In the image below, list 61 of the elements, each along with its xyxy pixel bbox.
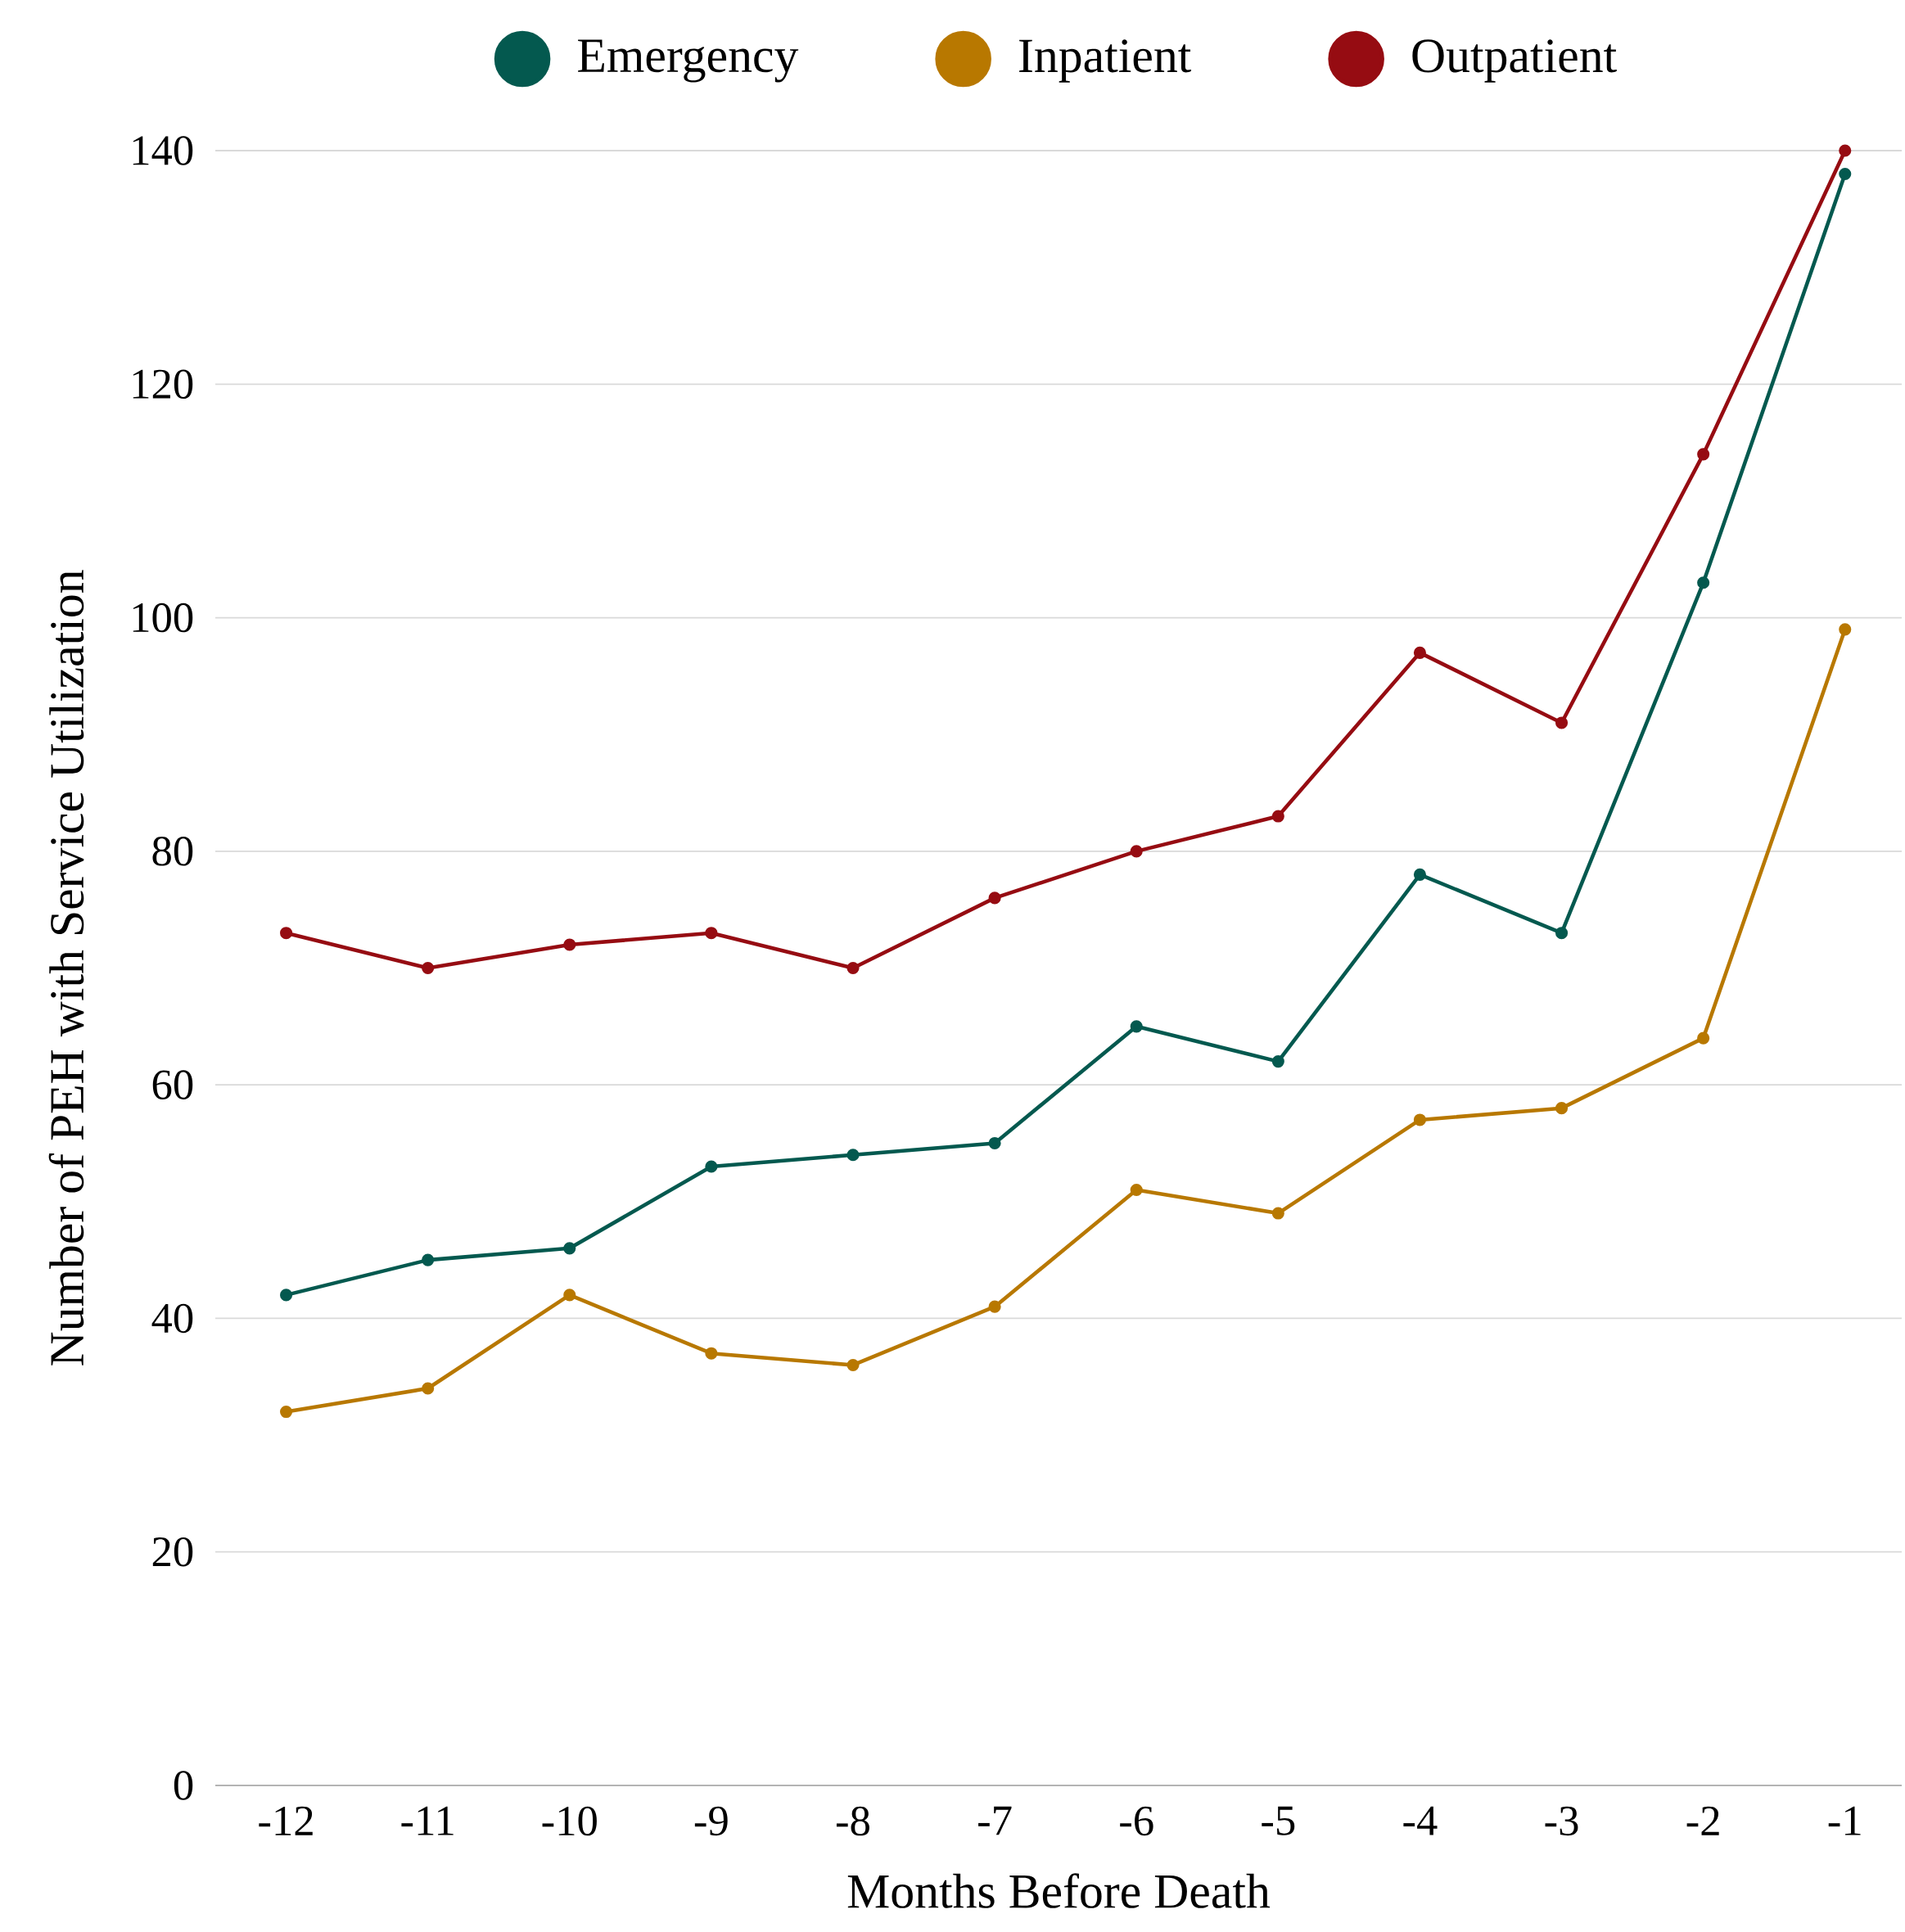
x-tick-label: -8: [836, 1806, 869, 1836]
x-tick-label: -2: [1686, 1806, 1719, 1835]
point: [563, 1242, 576, 1255]
point: [422, 961, 435, 975]
point: [422, 1382, 435, 1395]
point: [422, 1253, 435, 1266]
point: [1130, 845, 1143, 858]
point: [1555, 927, 1569, 940]
x-axis-title: Months Before Death: [847, 1873, 1271, 1908]
point: [1697, 576, 1710, 589]
y-axis-title: Number of PEH with Service Utilization: [48, 570, 84, 1365]
point: [846, 961, 860, 975]
legend-label: Outpatient: [1412, 39, 1617, 83]
point: [1413, 646, 1427, 659]
point: [705, 1347, 718, 1360]
x-tick-label: -9: [694, 1806, 728, 1836]
y-tick-label: 0: [174, 1771, 193, 1800]
point: [280, 1289, 293, 1302]
y-tick-label: 20: [152, 1537, 193, 1567]
point: [846, 1358, 860, 1372]
point: [1697, 448, 1710, 461]
point: [1697, 1031, 1710, 1045]
point: [1839, 623, 1852, 636]
point: [1413, 868, 1427, 881]
point: [846, 1149, 860, 1162]
x-tick-label: -4: [1403, 1806, 1438, 1835]
x-tick-label: -3: [1545, 1806, 1578, 1836]
point: [1555, 1102, 1569, 1115]
y-tick-label: 100: [133, 603, 193, 633]
legend-label: Emergency: [578, 39, 799, 83]
x-tick-label: -10: [542, 1806, 597, 1836]
point: [563, 938, 576, 951]
point: [280, 927, 293, 940]
point: [1839, 167, 1852, 181]
x-tick-label: -5: [1262, 1806, 1295, 1835]
x-tick-label: -7: [978, 1806, 1012, 1835]
point: [563, 1289, 576, 1302]
point: [1271, 1055, 1284, 1068]
y-tick-label: 140: [133, 136, 193, 165]
y-tick-label: 40: [151, 1303, 193, 1334]
x-tick-label: -6: [1120, 1806, 1153, 1836]
x-tick-label: -12: [259, 1806, 313, 1835]
point: [705, 1160, 718, 1173]
x-tick-label: -11: [401, 1806, 454, 1835]
point: [988, 1300, 1001, 1313]
point: [988, 1136, 1001, 1150]
point: [280, 1405, 293, 1419]
point: [1839, 144, 1852, 157]
point: [1130, 1020, 1143, 1033]
point: [1271, 1207, 1284, 1220]
point: [1413, 1113, 1427, 1126]
y-tick-label: 80: [152, 837, 193, 866]
point: [1271, 810, 1284, 823]
point: [705, 927, 718, 940]
legend-label: Inpatient: [1019, 39, 1192, 83]
point: [1130, 1183, 1143, 1197]
x-tick-label: -1: [1828, 1806, 1861, 1835]
y-tick-label: 120: [133, 369, 193, 399]
point: [988, 892, 1001, 905]
y-tick-label: 60: [152, 1070, 193, 1099]
point: [1555, 716, 1569, 729]
